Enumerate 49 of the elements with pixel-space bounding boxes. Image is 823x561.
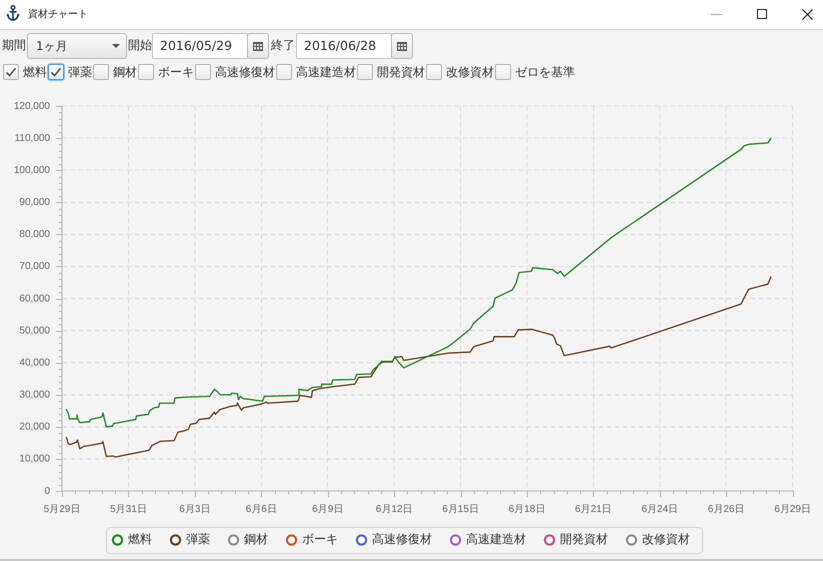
x-tick-label: 6月26日 [708, 504, 745, 515]
legend-label: 燃料 [23, 64, 47, 80]
legend-label: 鋼材 [244, 532, 268, 546]
legend-label: 改修資材 [642, 532, 690, 546]
y-tick-label: 90,000 [19, 197, 50, 208]
dropdown: 1ヶ月 [27, 33, 127, 59]
text: 終了 [271, 37, 295, 53]
y-tick-label: 110,000 [14, 132, 50, 144]
x-tick-label: 6月18日 [508, 504, 546, 515]
y-tick-label: 120,000 [14, 100, 50, 112]
y-tick-label: 60,000 [19, 293, 50, 304]
legend-label: ボーキ [302, 532, 338, 546]
y-tick-label: 20,000 [19, 422, 50, 433]
x-tick-label: 6月3日 [179, 504, 210, 515]
x-tick-label: 6月12日 [376, 504, 412, 515]
text: 期間 [2, 37, 26, 53]
x-tick-label: 6月15日 [442, 504, 479, 515]
legend-label: 高速修復材 [372, 532, 432, 546]
y-tick-label: 30,000 [19, 390, 50, 400]
x-tick-label: 6月9日 [312, 504, 344, 515]
y-tick-label: 70,000 [19, 261, 50, 272]
y-tick-label: 50,000 [19, 325, 50, 336]
y-tick-label: 10,000 [19, 454, 50, 465]
legend-label: 高速建造材 [466, 532, 526, 546]
text: 燃料 [128, 532, 152, 546]
legend-label: 弾薬 [186, 532, 210, 546]
x-tick-label: 6月29日 [774, 504, 811, 515]
text: 鋼材 [113, 65, 137, 79]
date-field: 2016/06/28 [296, 33, 392, 59]
chart-title: 資材チャート [28, 8, 88, 21]
y-tick-label: 40,000 [19, 357, 50, 368]
text: ゼロを基準 [515, 64, 575, 80]
y-tick-label: 80,000 [19, 229, 50, 240]
text: 改修資材 [446, 65, 494, 79]
text: 高速建造材 [296, 65, 356, 79]
text: 高速修復材 [215, 65, 275, 79]
x-tick-label: 5月31日 [110, 504, 147, 515]
y-tick-label: 100,000 [14, 164, 50, 176]
text: 開発資材 [377, 65, 425, 79]
x-tick-label: 6月21日 [575, 504, 612, 515]
x-tick-label: 6月24日 [641, 504, 678, 515]
y-tick-label: 0 [44, 486, 50, 497]
x-tick-label: 6月6日 [246, 504, 277, 515]
legend-label: 開発資材 [560, 532, 608, 546]
text: 弾薬 [68, 65, 92, 79]
x-tick-label: 5月29日 [44, 504, 80, 515]
date-field: 2016/05/29 [152, 33, 248, 59]
text: 開始 [128, 37, 152, 53]
text: ボーキ [158, 65, 194, 79]
